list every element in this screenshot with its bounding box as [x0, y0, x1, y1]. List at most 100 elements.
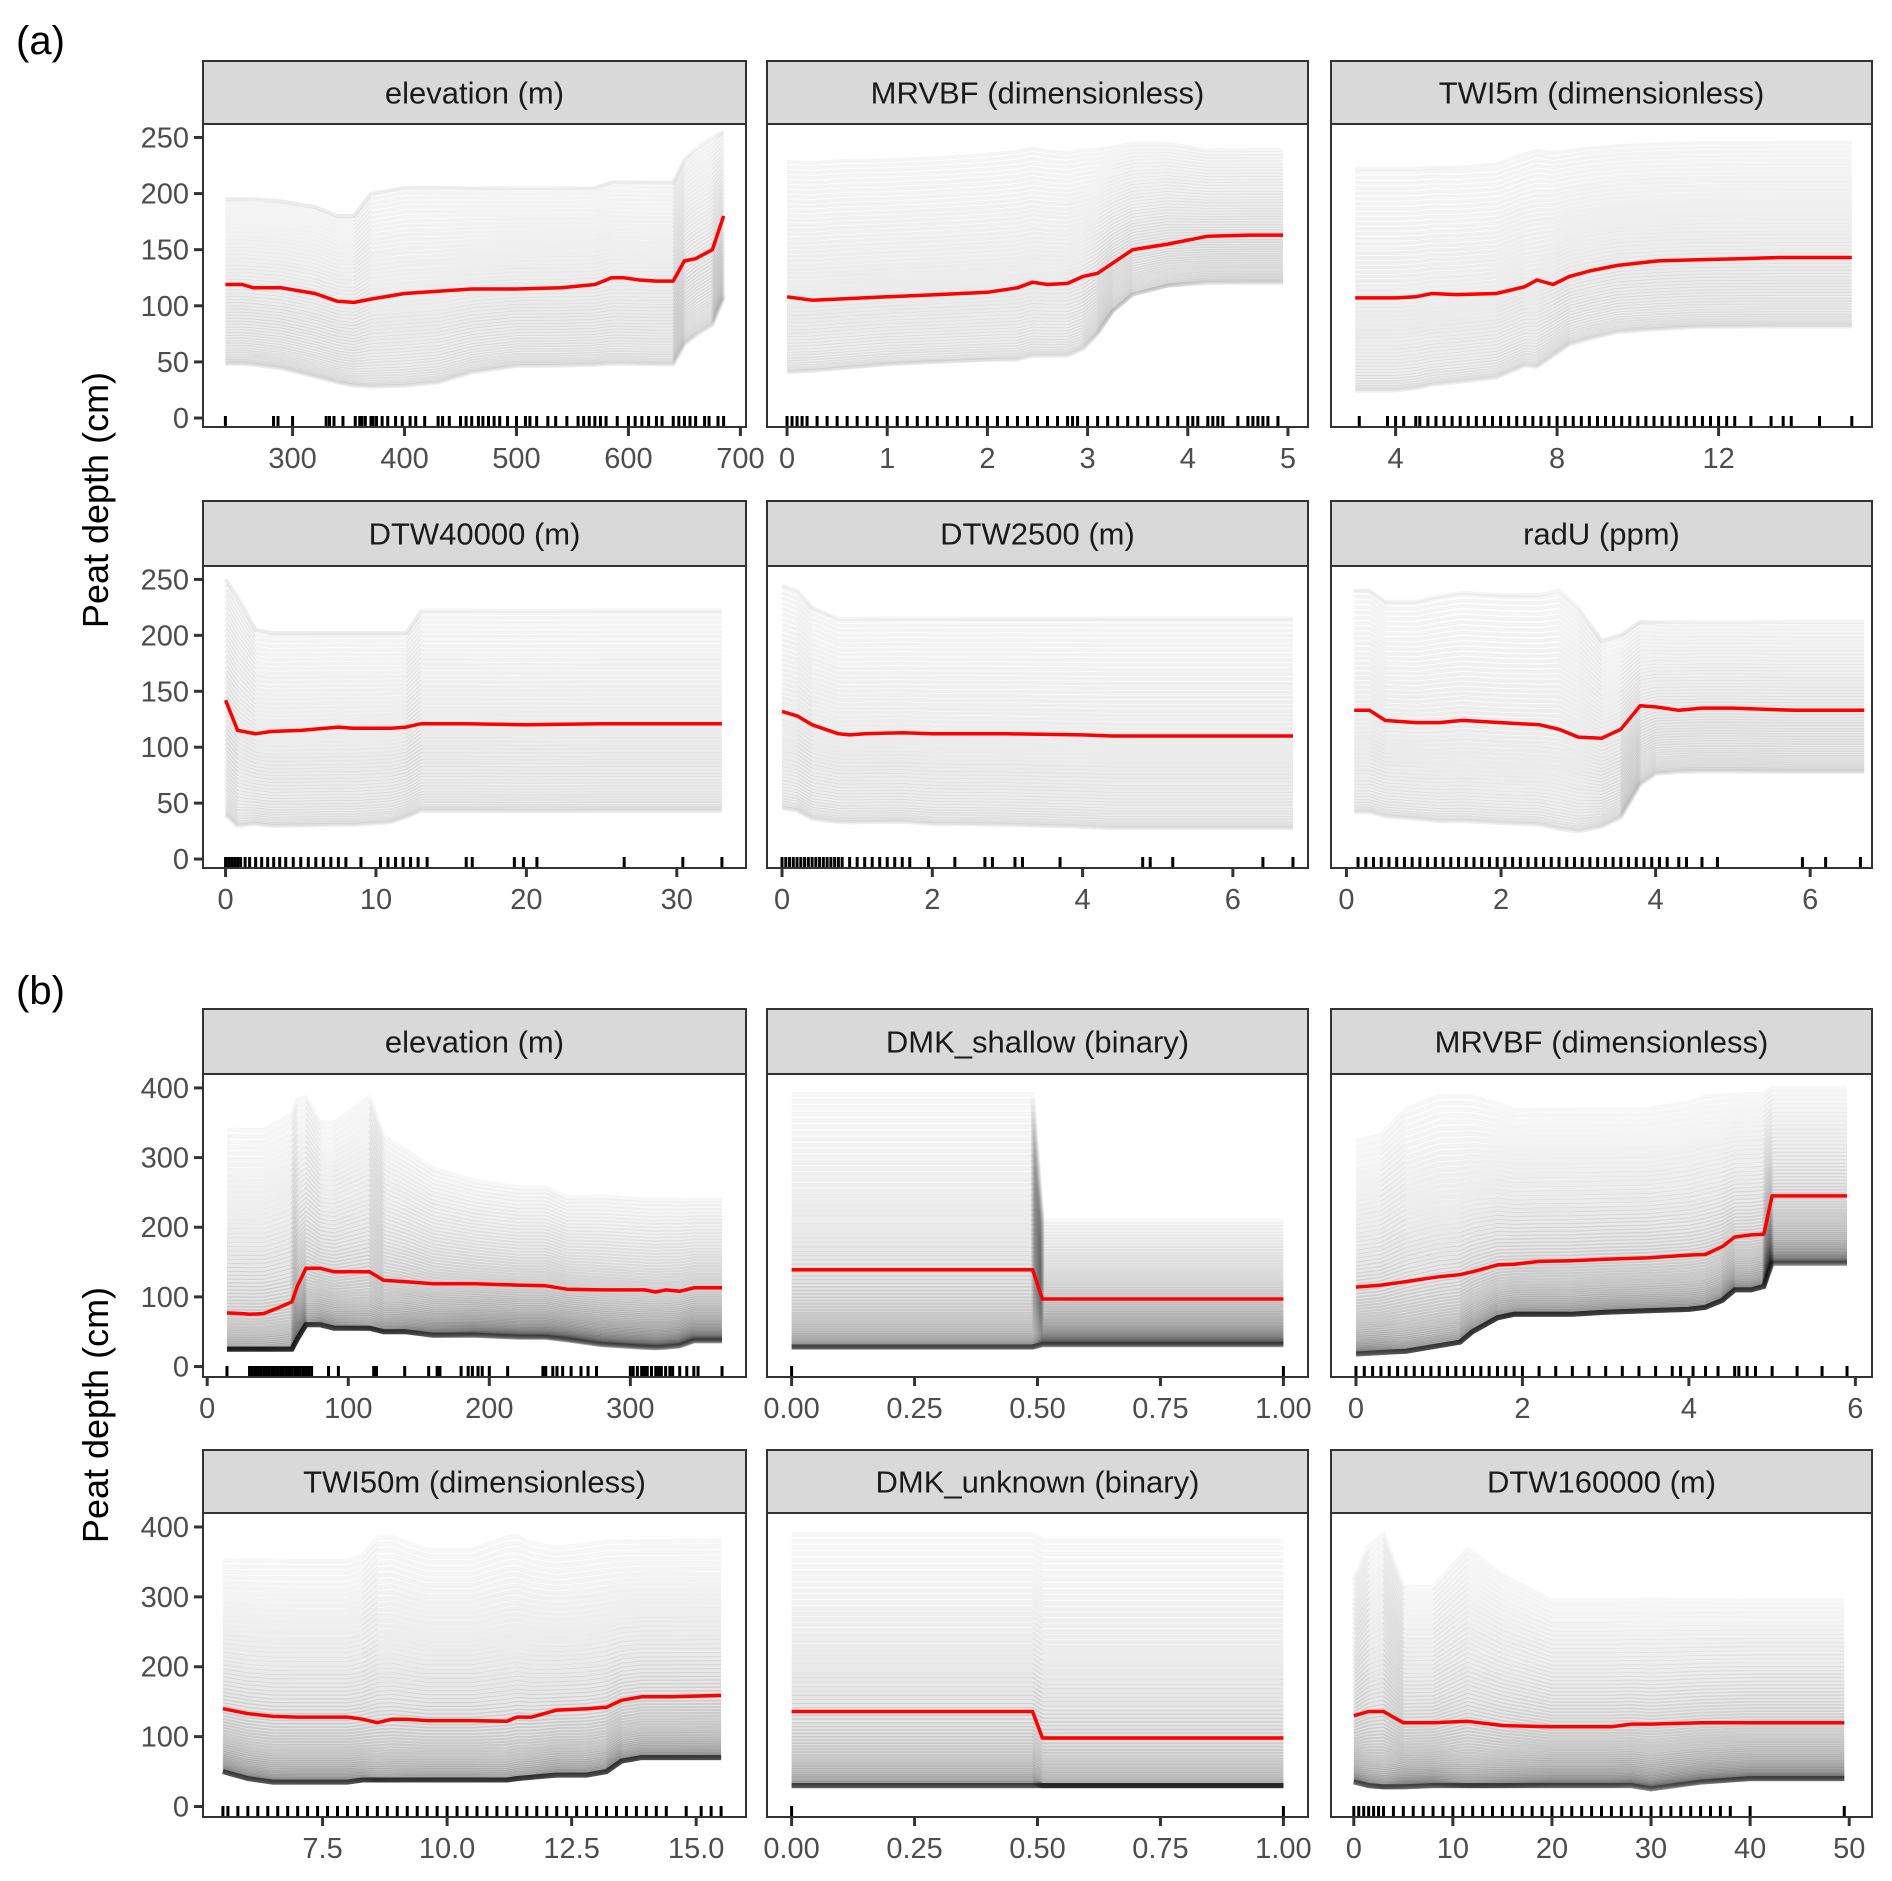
ice-curve: [1355, 203, 1852, 246]
ice-curve: [227, 1322, 722, 1352]
x-tick-label: 200: [465, 1393, 513, 1425]
ice-curve: [225, 269, 726, 360]
ice-curve: [781, 642, 1293, 677]
facet-strip-label: DTW40000 (m): [369, 517, 581, 552]
ice-curve: [781, 676, 1293, 709]
y-tick-label: 200: [141, 1652, 189, 1684]
ice-curve: [1354, 680, 1865, 721]
ice-curve: [791, 1271, 1284, 1311]
ice-curve: [1355, 297, 1852, 360]
ice-curve: [1355, 1248, 1847, 1343]
panel-border: [1330, 123, 1873, 428]
x-tick-label: 2: [1514, 1393, 1530, 1425]
ice-curve: [225, 165, 726, 254]
ice-curve: [226, 1223, 722, 1285]
ice-curve: [226, 1161, 722, 1246]
ice-curve: [227, 1322, 722, 1352]
ice-curve: [781, 667, 1293, 700]
pdp-line: [786, 233, 1283, 302]
ice-curve: [224, 796, 722, 816]
panel-border: [202, 565, 747, 869]
facet-strip-label: elevation (m): [385, 1025, 564, 1060]
ice-curve: [781, 681, 1293, 713]
ice-curve: [786, 194, 1283, 242]
ice-curve: [1355, 282, 1852, 342]
ice-curve: [781, 695, 1293, 727]
rug: [1352, 1806, 1846, 1816]
ice-curve: [226, 1235, 722, 1293]
ice-curve: [1352, 1699, 1845, 1727]
ice-curve: [222, 1611, 722, 1639]
ice-curve: [1354, 666, 1865, 708]
facet-strip: [766, 1008, 1309, 1075]
ice-curve: [223, 685, 722, 723]
ice-curve: [786, 165, 1283, 200]
ice-curve: [1353, 1775, 1845, 1790]
ice-curve: [1355, 1253, 1847, 1349]
ice-curve: [225, 188, 726, 277]
ice-curve: [223, 622, 722, 672]
ice-curve: [225, 213, 726, 303]
x-tick-label: 6: [1802, 884, 1818, 916]
ice-curve: [1353, 1739, 1845, 1757]
ice-curve: [222, 1625, 722, 1653]
ice-curve: [791, 1328, 1284, 1339]
ice-curve: [786, 197, 1283, 246]
ice-curve: [225, 279, 726, 371]
ice-curve: [791, 1745, 1284, 1757]
ice-curve: [1355, 279, 1852, 338]
ice-curve: [1355, 1151, 1847, 1225]
ice-curve: [225, 153, 726, 242]
ice-curve: [1353, 1774, 1845, 1789]
ice-curve: [791, 1557, 1284, 1570]
ice-curve: [791, 1223, 1284, 1288]
ice-curve: [791, 1188, 1284, 1271]
ice-curve: [225, 291, 726, 382]
ice-curve: [781, 780, 1293, 806]
ice-curve: [1354, 641, 1865, 687]
ice-curve: [1353, 1763, 1845, 1777]
ice-curve: [224, 766, 722, 790]
ice-curve: [791, 1775, 1284, 1788]
ice-curve: [1355, 1112, 1847, 1177]
ice-curve: [224, 801, 722, 821]
ice-curve: [1351, 1616, 1845, 1666]
ice-curve: [222, 1565, 722, 1593]
ice-curve: [791, 1214, 1284, 1283]
ice-curve: [786, 155, 1283, 185]
ice-curve: [1353, 1746, 1845, 1761]
x-tick-label: 2: [924, 884, 940, 916]
ice-curve: [1354, 626, 1865, 675]
ice-curve: [1355, 315, 1852, 382]
ice-curves: [1355, 1103, 1847, 1357]
y-tick-label: 150: [141, 235, 189, 267]
ice-curve: [224, 807, 722, 827]
ice-curve: [781, 606, 1293, 643]
pdp-line: [1354, 704, 1865, 741]
ice-curve: [1355, 1194, 1847, 1278]
ice-curve: [781, 800, 1293, 825]
ice-curve: [1352, 1686, 1845, 1718]
ice-curve: [1352, 1663, 1845, 1701]
ice-curve: [1355, 294, 1852, 357]
ice-curve: [226, 1295, 722, 1331]
ice-curve: [222, 1747, 722, 1778]
ice-curve: [225, 258, 726, 349]
ice-curve: [222, 1682, 722, 1711]
ice-curve: [222, 1571, 722, 1598]
ice-curve: [1355, 183, 1852, 221]
ice-curve: [226, 1201, 722, 1271]
ice-curve: [791, 1171, 1284, 1263]
ice-curve: [225, 243, 726, 333]
ice-curve: [1351, 1648, 1845, 1690]
ice-curve: [1354, 710, 1865, 755]
ice-curve: [791, 1130, 1284, 1243]
ice-curve: [224, 778, 722, 800]
ice-curve: [791, 1627, 1284, 1640]
ice-curve: [1355, 310, 1852, 376]
ice-curve: [1355, 289, 1852, 350]
ice-curve: [781, 590, 1293, 628]
x-tick-label: 0: [774, 884, 790, 916]
ice-curve: [781, 789, 1293, 815]
ice-curve: [1354, 763, 1865, 826]
